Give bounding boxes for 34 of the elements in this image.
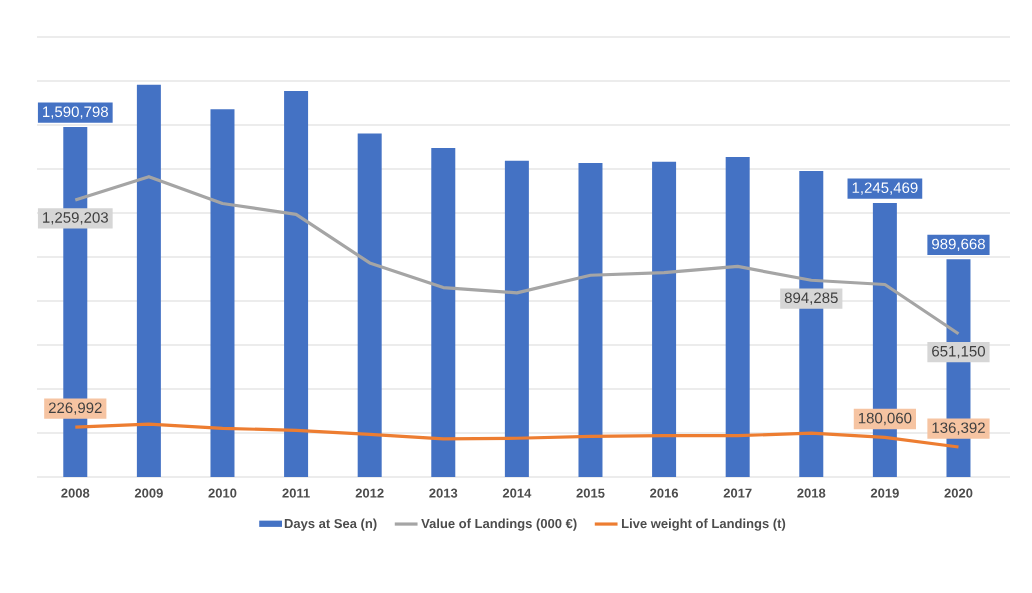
x-tick-label: 2010 — [208, 488, 237, 498]
bar — [284, 90, 309, 477]
x-tick-label: 2009 — [134, 488, 163, 498]
data-label: 136,392 — [932, 422, 985, 435]
data-label: 1,259,203 — [43, 212, 108, 225]
bar — [210, 109, 235, 477]
x-tick-label: 2015 — [576, 488, 605, 498]
bar — [652, 161, 677, 477]
bar — [504, 160, 529, 477]
legend-label: Days at Sea (n) — [284, 518, 377, 531]
x-tick-label: 2018 — [797, 488, 826, 498]
x-tick-label: 2008 — [61, 488, 90, 498]
legend-label: Live weight of Landings (t) — [622, 518, 786, 531]
data-label: 1,590,798 — [43, 106, 108, 119]
data-label: 894,285 — [784, 292, 838, 305]
x-tick-label: 2013 — [429, 488, 458, 498]
legend-label: Value of Landings (000 €) — [421, 518, 577, 531]
data-label: 989,668 — [932, 238, 985, 252]
bar — [357, 133, 382, 477]
bar — [136, 84, 161, 477]
bar — [431, 148, 456, 477]
x-tick-label: 2016 — [650, 488, 679, 498]
x-tick-label: 2012 — [355, 488, 384, 498]
x-tick-label: 2019 — [870, 488, 899, 498]
bar — [725, 157, 750, 477]
data-label: 226,992 — [48, 402, 102, 415]
data-label: 651,150 — [932, 345, 985, 359]
data-label: 1,245,469 — [852, 182, 918, 195]
x-tick-label: 2020 — [944, 488, 973, 498]
x-tick-label: 2011 — [282, 488, 310, 498]
bar — [578, 163, 603, 477]
data-label: 180,060 — [858, 412, 912, 426]
x-tick-label: 2017 — [723, 488, 752, 498]
x-tick-label: 2014 — [502, 488, 532, 498]
